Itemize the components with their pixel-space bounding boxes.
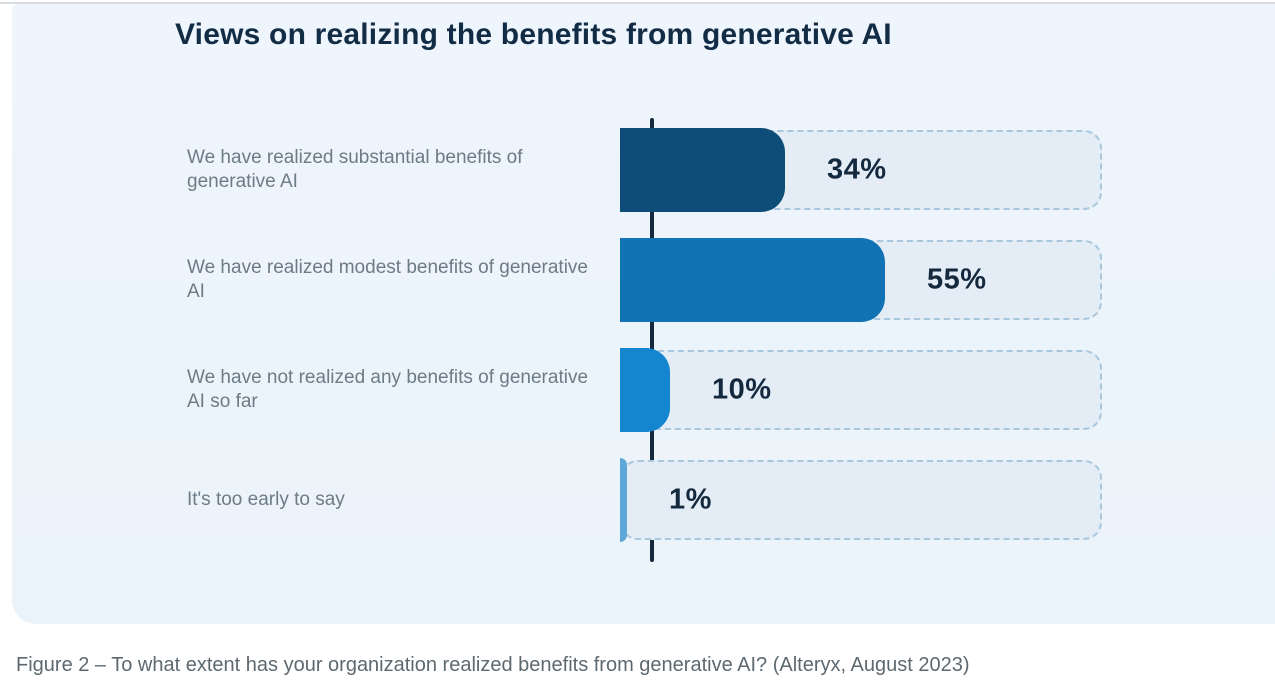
- bar-value-label: 55%: [927, 263, 987, 296]
- bar-track: 10%: [620, 348, 1102, 432]
- y-axis-line: [650, 118, 654, 562]
- bar-chart: We have realized substantial benefits of…: [175, 118, 1135, 570]
- bar-row: We have not realized any benefits of gen…: [175, 348, 1135, 432]
- bar-row: We have realized modest benefits of gene…: [175, 238, 1135, 322]
- bar-track: 1%: [620, 458, 1102, 542]
- bar-value-label: 34%: [827, 153, 887, 186]
- bar-value-label: 1%: [669, 483, 712, 516]
- figure-caption: Figure 2 – To what extent has your organ…: [16, 654, 970, 676]
- chart-card: Views on realizing the benefits from gen…: [12, 4, 1275, 624]
- bar-modest-benefits: [620, 238, 885, 322]
- bar-track: 55%: [620, 238, 1102, 322]
- category-label: We have realized substantial benefits of…: [187, 146, 523, 192]
- bar-row: It's too early to say 1%: [175, 458, 1135, 542]
- category-label: We have realized modest benefits of gene…: [187, 256, 588, 302]
- bar-too-early: [620, 458, 627, 542]
- bar-no-benefits: [620, 348, 670, 432]
- category-label: It's too early to say: [187, 488, 345, 510]
- bar-row: We have realized substantial benefits of…: [175, 128, 1135, 212]
- category-label: We have not realized any benefits of gen…: [187, 366, 589, 412]
- bar-value-label: 10%: [712, 373, 772, 406]
- chart-title: Views on realizing the benefits from gen…: [175, 18, 892, 51]
- bar-substantial-benefits: [620, 128, 785, 212]
- bar-track: 34%: [620, 128, 1102, 212]
- top-divider-line: [0, 2, 1275, 4]
